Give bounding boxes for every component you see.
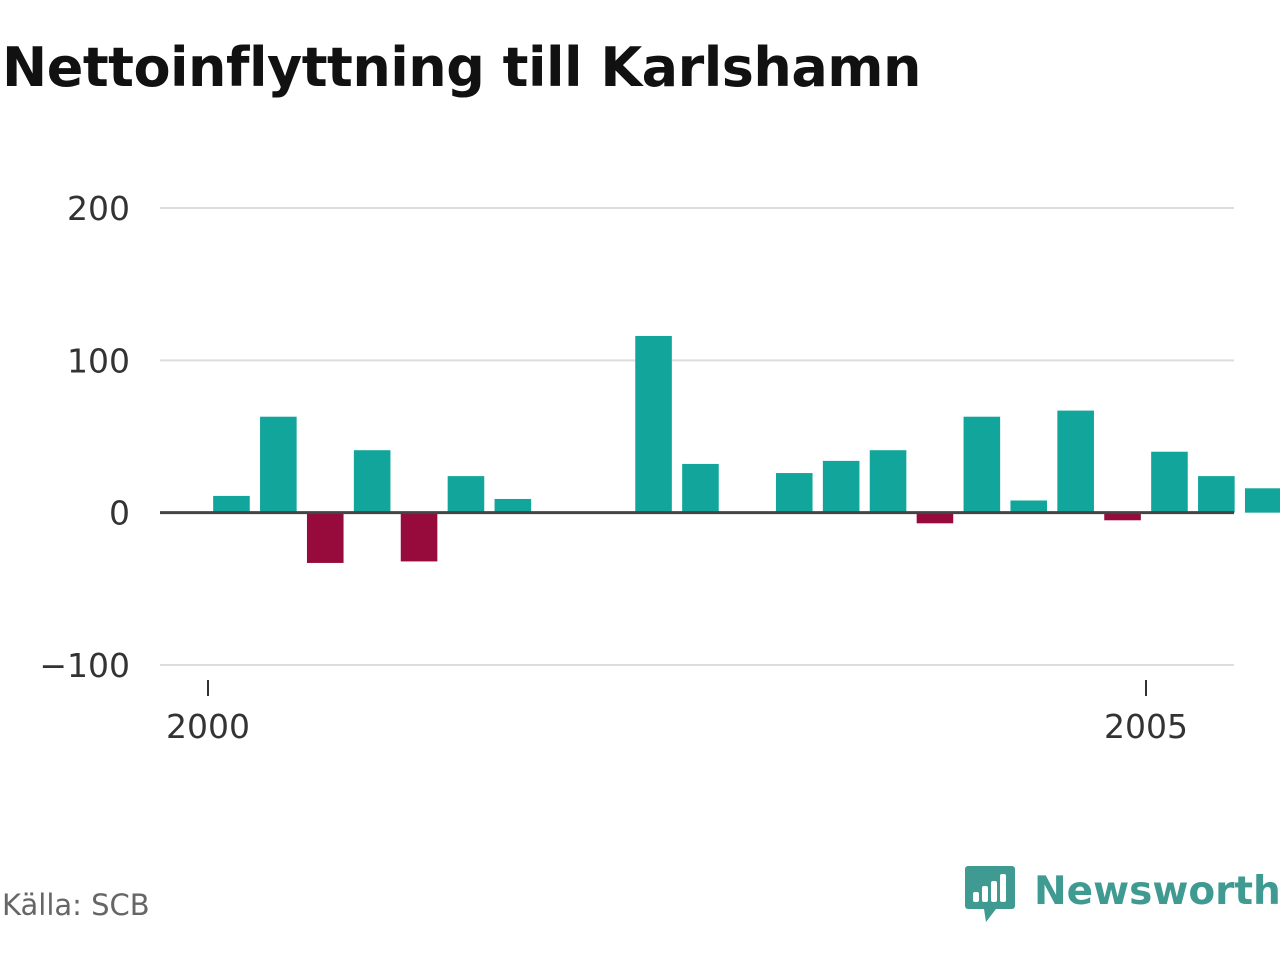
y-axis-labels: 200 100 0 −100 [39,189,130,685]
y-tick-label: 0 [109,494,130,533]
bar [1198,476,1235,513]
bar [1010,500,1048,513]
bar [494,498,532,513]
bar [869,450,907,513]
page-title: Nettoinflyttning till Karlshamn [2,36,921,99]
x-tick-label: 2000 [166,707,250,746]
bar [775,473,813,513]
bars [213,335,1280,563]
y-tick-label: 200 [67,189,130,228]
x-axis: 200020052010201520202025 [166,680,1188,746]
x-tick-label: 2005 [1104,707,1188,746]
bar [400,512,438,562]
bar [1151,451,1188,513]
bar [916,512,954,524]
bar [1244,488,1280,513]
bar [306,512,344,563]
newsworthy-logo-icon [965,866,1015,922]
brand-logo[interactable]: Newsworthy [964,864,1280,924]
bar [822,460,860,513]
grid-lines [160,207,1234,666]
bar [447,476,485,513]
bar [1104,512,1141,521]
bar [682,463,719,513]
source-note: Källa: SCB [2,888,150,922]
brand-name: Newsworthy [1034,868,1280,914]
bar [260,416,297,513]
bar [1057,410,1094,513]
bar [635,335,672,513]
bar [353,450,391,513]
bar [213,495,250,513]
y-tick-label: 100 [67,341,130,380]
y-tick-label: −100 [39,646,130,685]
bar [963,416,1001,513]
